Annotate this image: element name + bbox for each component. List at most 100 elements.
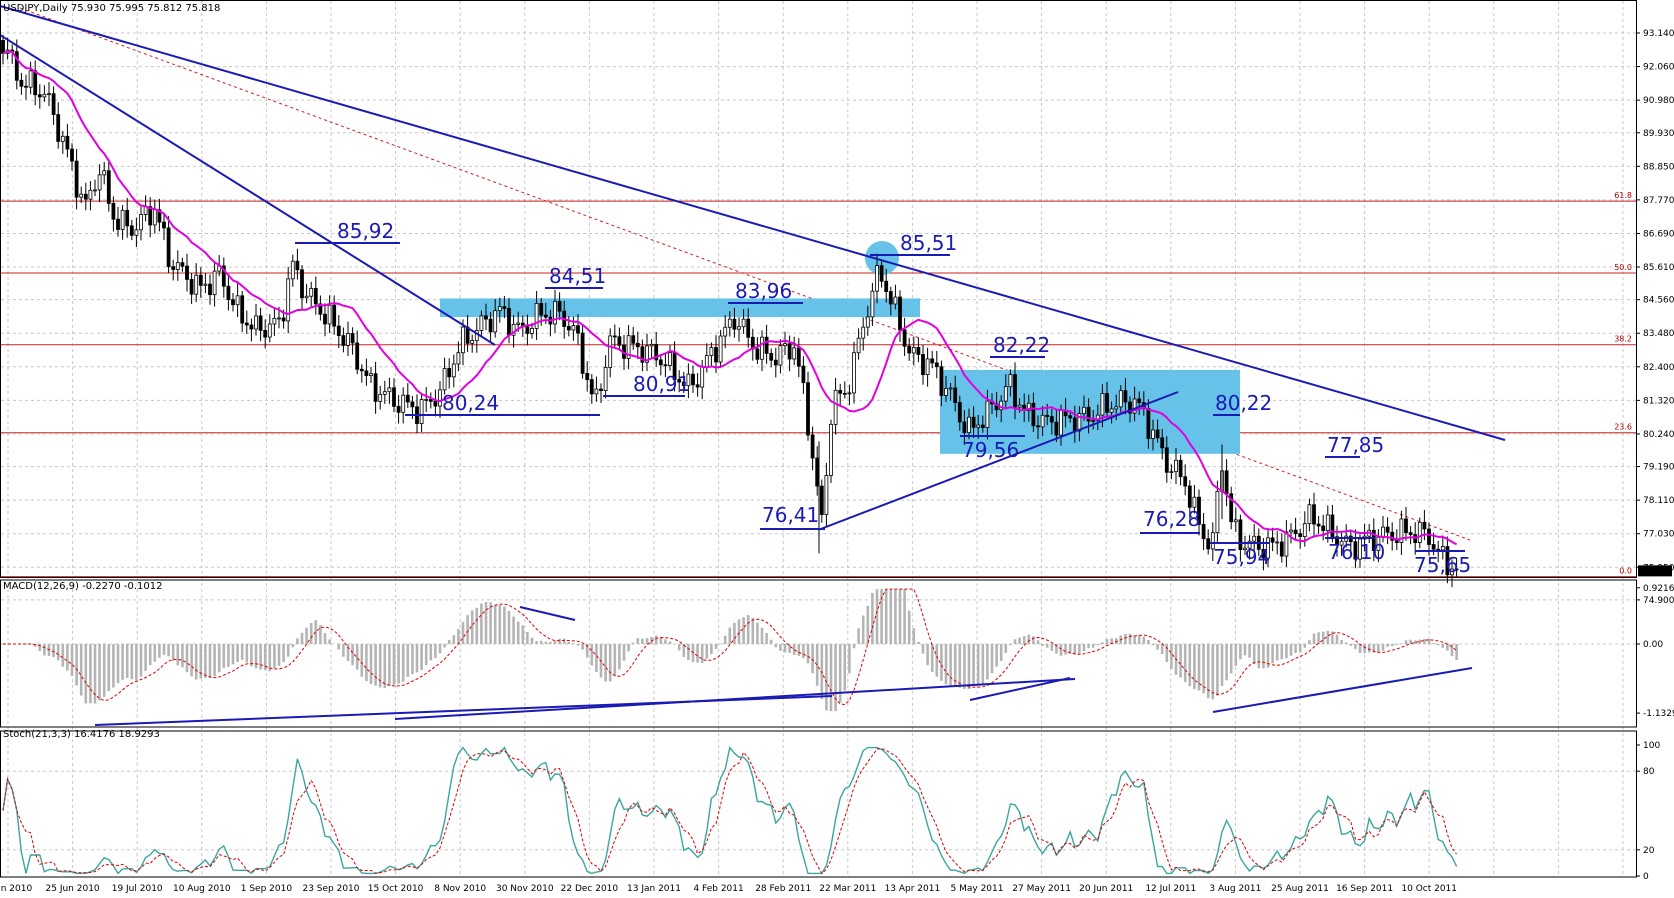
candle-body bbox=[125, 209, 130, 227]
candle-body bbox=[755, 348, 760, 360]
candle-body bbox=[424, 398, 429, 401]
candle-body bbox=[42, 93, 47, 98]
candle-body bbox=[295, 260, 300, 271]
candle-body bbox=[277, 317, 281, 320]
candle-body bbox=[1155, 429, 1160, 439]
candle-body bbox=[819, 485, 824, 515]
candle-body bbox=[240, 295, 245, 324]
candle-body bbox=[1045, 414, 1050, 417]
candle-body bbox=[718, 335, 723, 363]
candle-body bbox=[525, 326, 530, 334]
candle-body bbox=[355, 342, 360, 370]
candle-body bbox=[231, 299, 235, 306]
candle-body bbox=[773, 359, 778, 366]
date-label: 5 May 2011 bbox=[951, 884, 1004, 894]
price-annotation: 80,91 bbox=[633, 372, 690, 396]
candle-body bbox=[1390, 531, 1395, 541]
candle-body bbox=[921, 354, 925, 376]
chart-title: USDJPY,Daily 75.930 75.995 75.812 75.818 bbox=[3, 3, 220, 14]
candle-body bbox=[893, 296, 898, 305]
candle-body bbox=[668, 352, 672, 366]
candle-body bbox=[1224, 470, 1229, 495]
candle-body bbox=[148, 206, 153, 226]
price-tick-label: 81.320 bbox=[1643, 396, 1674, 406]
candle-body bbox=[180, 262, 185, 267]
date-label: 12 Jul 2011 bbox=[1145, 884, 1196, 894]
moving-average bbox=[2, 50, 1458, 546]
candle-body bbox=[976, 424, 981, 428]
candle-body bbox=[1178, 459, 1183, 478]
candle-body bbox=[704, 355, 709, 368]
date-label: 30 Nov 2010 bbox=[496, 884, 554, 894]
candle-body bbox=[203, 283, 208, 286]
candle-body bbox=[97, 174, 102, 191]
candle-body bbox=[19, 79, 24, 87]
candle-body bbox=[1160, 437, 1165, 449]
macd-trend-line bbox=[969, 677, 1071, 701]
candle-body bbox=[451, 363, 456, 378]
candle-body bbox=[764, 336, 769, 354]
candle-body bbox=[281, 317, 286, 322]
candle-body bbox=[24, 85, 28, 88]
candle-body bbox=[70, 148, 74, 162]
macd-trend-line bbox=[1212, 667, 1473, 713]
candle-body bbox=[470, 340, 475, 344]
candle-body bbox=[746, 318, 751, 338]
candle-body bbox=[396, 405, 401, 413]
candle-body bbox=[645, 345, 649, 363]
date-label: 22 Mar 2011 bbox=[819, 884, 876, 894]
candle-body bbox=[902, 329, 907, 347]
candle-body bbox=[888, 291, 893, 305]
candle-body bbox=[658, 359, 663, 366]
candle-body bbox=[1371, 529, 1376, 551]
candle-body bbox=[1201, 523, 1206, 540]
candle-body bbox=[787, 343, 792, 360]
price-tick-label: 88.850 bbox=[1643, 162, 1674, 172]
stochastic-panel bbox=[1, 746, 1636, 875]
candle-body bbox=[60, 135, 65, 142]
stoch-title: Stoch(21,3,3) 16.4176 18.9293 bbox=[3, 729, 160, 740]
candle-body bbox=[1100, 393, 1105, 416]
candle-body bbox=[79, 193, 84, 198]
macd-signal-line bbox=[3, 588, 1457, 706]
price-annotation: 77,85 bbox=[1327, 433, 1384, 457]
candle-body bbox=[1247, 540, 1252, 549]
candle-body bbox=[1, 40, 5, 54]
date-label: 8 Nov 2010 bbox=[434, 884, 486, 894]
price-annotations: 85,92 84,51 83,96 85,51 82,22 80,91 80,24 79,56… bbox=[295, 219, 1471, 577]
date-label: 20 Jun 2011 bbox=[1079, 884, 1133, 894]
candle-body bbox=[1316, 523, 1321, 527]
ma-line bbox=[2, 50, 1458, 546]
date-label: 4 Feb 2011 bbox=[693, 884, 743, 894]
date-label: 25 Jun 2010 bbox=[46, 884, 100, 894]
candle-body bbox=[166, 227, 171, 268]
candle-body bbox=[576, 325, 580, 334]
price-tick-label: 80.240 bbox=[1643, 430, 1674, 440]
resistance-zone bbox=[440, 298, 920, 318]
candle-body bbox=[884, 280, 889, 292]
macd-panel bbox=[1, 588, 1636, 726]
date-label: 16 Sep 2011 bbox=[1336, 884, 1393, 894]
candle-body bbox=[1293, 529, 1298, 535]
candle-body bbox=[14, 51, 19, 81]
price-tick-label: 86.690 bbox=[1643, 229, 1674, 239]
date-label: 23 Sep 2010 bbox=[302, 884, 359, 894]
candle-body bbox=[852, 352, 856, 394]
candle-body bbox=[1302, 523, 1307, 538]
price-annotation: 76,28 bbox=[1143, 507, 1200, 531]
candle-body bbox=[543, 314, 548, 318]
candle-body bbox=[267, 323, 272, 338]
macd-tick-label: -1.1329 bbox=[1643, 709, 1674, 719]
candle-body bbox=[1399, 518, 1404, 543]
candle-body bbox=[456, 352, 461, 365]
candle-body bbox=[157, 209, 162, 223]
candle-body bbox=[801, 365, 806, 384]
candle-body bbox=[847, 392, 852, 395]
candle-body bbox=[1169, 471, 1174, 474]
stoch-signal-line bbox=[2, 748, 1457, 875]
candle-body bbox=[323, 313, 327, 325]
candle-body bbox=[557, 300, 562, 312]
fibonacci-levels: 61.8 50.0 38.2 23.6 0.0 bbox=[1, 7, 1636, 578]
price-annotation: 76,10 bbox=[1328, 540, 1385, 564]
